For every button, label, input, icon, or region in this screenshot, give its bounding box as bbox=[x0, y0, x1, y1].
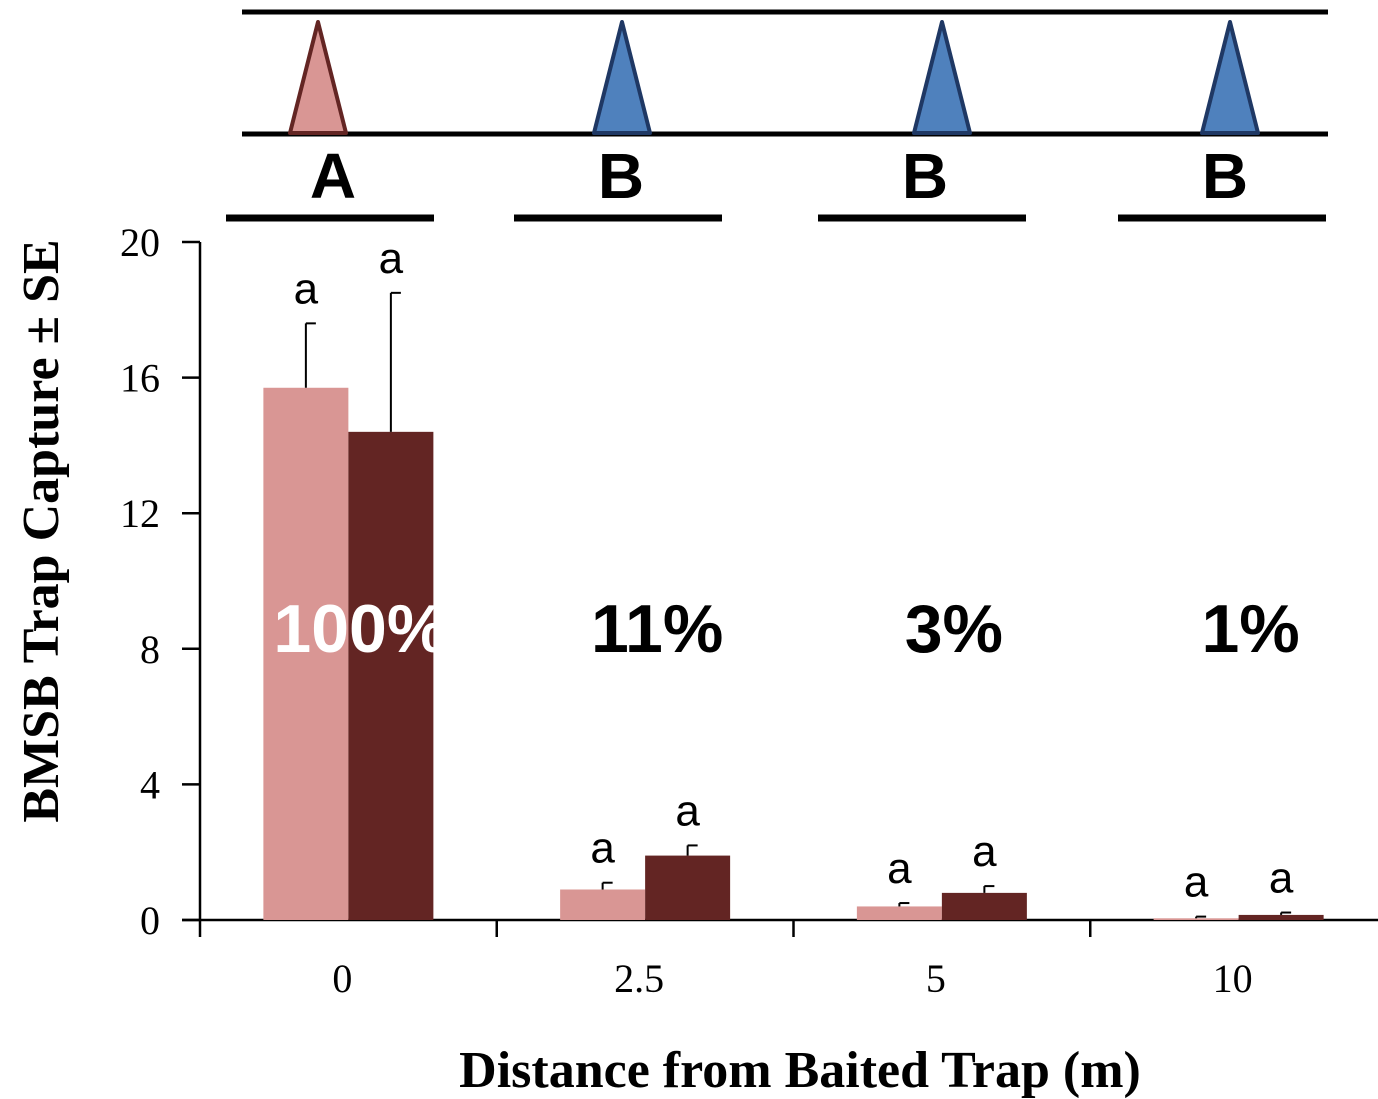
percent-label: 11% bbox=[591, 591, 723, 667]
unbaited-trap-icon bbox=[592, 20, 652, 135]
bar bbox=[1238, 914, 1324, 920]
x-tick-label: 10 bbox=[1213, 956, 1253, 1001]
group-letter: B bbox=[1202, 140, 1248, 212]
significance-letter: a bbox=[1184, 858, 1209, 907]
y-tick-label: 20 bbox=[120, 220, 160, 265]
x-axis-title: Distance from Baited Trap (m) bbox=[459, 1042, 1141, 1099]
group-letter: B bbox=[902, 140, 948, 212]
y-tick-label: 8 bbox=[140, 627, 160, 672]
y-axis: 0 4 8 12 16 20 bbox=[120, 220, 202, 943]
y-tick-label: 12 bbox=[120, 491, 160, 536]
group-letter: B bbox=[598, 140, 644, 212]
x-tick-label: 0 bbox=[332, 956, 352, 1001]
percent-label: 3% bbox=[905, 591, 1003, 667]
significance-letter: a bbox=[887, 844, 912, 893]
significance-letter: a bbox=[294, 264, 319, 313]
y-tick-label: 4 bbox=[140, 762, 160, 807]
bar bbox=[856, 906, 942, 920]
significance-letter: a bbox=[1269, 854, 1294, 903]
significance-letter: a bbox=[675, 786, 700, 835]
bar bbox=[645, 855, 731, 920]
y-axis-title: BMSB Trap Capture ± SE bbox=[13, 239, 70, 822]
significance-letter: a bbox=[972, 827, 997, 876]
unbaited-trap-icon bbox=[912, 20, 972, 135]
bar bbox=[560, 889, 646, 920]
x-tick-label: 2.5 bbox=[614, 956, 664, 1001]
group-letter: A bbox=[310, 140, 356, 212]
trap-diagram bbox=[242, 9, 1328, 137]
significance-letter: a bbox=[379, 234, 404, 283]
significance-letter: a bbox=[590, 824, 615, 873]
percent-label: 1% bbox=[1201, 591, 1299, 667]
bar bbox=[348, 431, 434, 920]
bar bbox=[263, 387, 349, 920]
percent-labels: 100% 11% 3% 1% bbox=[273, 591, 1299, 667]
percent-label: 100% bbox=[273, 591, 447, 667]
y-tick-label: 16 bbox=[120, 356, 160, 401]
unbaited-trap-icon bbox=[1200, 20, 1260, 135]
baited-trap-icon bbox=[288, 20, 348, 135]
x-axis: 0 2.5 5 10 bbox=[182, 918, 1378, 1001]
x-tick-label: 5 bbox=[926, 956, 946, 1001]
bar bbox=[1153, 918, 1239, 920]
bars: a a a a a a a a bbox=[263, 234, 1324, 920]
y-tick-label: 0 bbox=[140, 898, 160, 943]
bar bbox=[941, 892, 1027, 920]
